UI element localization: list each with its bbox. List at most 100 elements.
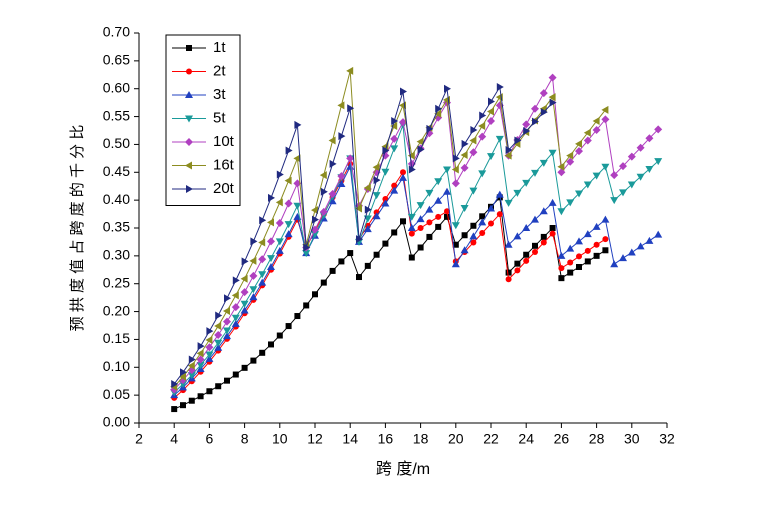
data-point bbox=[356, 235, 363, 244]
data-point bbox=[478, 132, 487, 141]
data-point bbox=[435, 104, 443, 113]
data-point bbox=[197, 342, 205, 351]
data-point bbox=[478, 122, 486, 131]
data-point bbox=[645, 134, 654, 143]
data-point bbox=[302, 250, 311, 258]
data-point bbox=[532, 242, 538, 249]
data-point bbox=[592, 125, 601, 134]
data-point bbox=[329, 267, 336, 274]
data-point bbox=[627, 181, 636, 189]
y-tick-label: 0.45 bbox=[103, 163, 130, 179]
data-point bbox=[557, 168, 566, 177]
data-point bbox=[180, 402, 186, 409]
data-point bbox=[390, 134, 399, 143]
data-point bbox=[566, 244, 575, 252]
data-point bbox=[504, 199, 513, 207]
data-point bbox=[602, 247, 609, 254]
legend-marker bbox=[186, 45, 192, 51]
data-point bbox=[408, 165, 416, 174]
data-point bbox=[328, 197, 337, 205]
data-point bbox=[583, 136, 592, 145]
data-point bbox=[417, 225, 424, 231]
data-point bbox=[566, 151, 574, 160]
data-point bbox=[399, 173, 407, 181]
data-point bbox=[531, 104, 539, 113]
data-point bbox=[240, 306, 249, 314]
data-point bbox=[443, 187, 451, 195]
data-point bbox=[372, 192, 381, 200]
data-point bbox=[372, 212, 381, 220]
data-point bbox=[488, 97, 495, 106]
data-point bbox=[197, 393, 204, 400]
data-point bbox=[479, 213, 486, 220]
data-point bbox=[627, 248, 636, 256]
data-point bbox=[179, 372, 186, 381]
y-tick-label: 0.25 bbox=[103, 274, 130, 290]
data-point bbox=[268, 193, 275, 202]
data-point bbox=[214, 343, 223, 351]
data-point bbox=[539, 207, 548, 215]
legend-label: 16t bbox=[213, 156, 235, 173]
data-point bbox=[557, 208, 566, 216]
data-point bbox=[390, 186, 399, 194]
x-tick-label: 2 bbox=[135, 431, 143, 447]
data-point bbox=[276, 332, 283, 339]
data-point bbox=[514, 260, 521, 267]
data-point bbox=[171, 406, 178, 413]
data-point bbox=[259, 349, 266, 356]
data-point bbox=[275, 218, 284, 227]
data-point bbox=[426, 219, 433, 226]
data-point bbox=[231, 303, 240, 312]
data-point bbox=[293, 202, 302, 210]
legend-label: 5t bbox=[213, 109, 226, 126]
data-point bbox=[205, 343, 214, 352]
data-point bbox=[205, 335, 213, 344]
data-point bbox=[188, 397, 195, 404]
data-point bbox=[258, 271, 267, 279]
data-point bbox=[180, 368, 187, 377]
data-point bbox=[469, 148, 478, 157]
y-tick-label: 0.20 bbox=[103, 302, 130, 318]
data-point bbox=[275, 198, 283, 207]
data-point bbox=[592, 117, 600, 126]
data-point bbox=[285, 146, 293, 155]
data-point bbox=[400, 87, 407, 96]
data-point bbox=[232, 276, 240, 285]
data-point bbox=[444, 213, 450, 220]
data-point bbox=[284, 230, 293, 238]
data-point bbox=[224, 294, 231, 303]
data-point bbox=[250, 237, 258, 246]
data-point bbox=[240, 300, 249, 308]
data-point bbox=[487, 204, 495, 212]
x-axis-label: 跨 度/m bbox=[376, 460, 430, 478]
data-point bbox=[495, 135, 504, 143]
y-tick-label: 0.40 bbox=[103, 191, 130, 207]
data-point bbox=[364, 205, 372, 214]
x-tick-label: 14 bbox=[342, 431, 358, 447]
data-point bbox=[391, 182, 398, 189]
data-point bbox=[399, 118, 407, 127]
legend-marker bbox=[185, 161, 192, 170]
data-point bbox=[223, 332, 231, 340]
legend-label: 1t bbox=[213, 39, 226, 56]
data-point bbox=[539, 89, 548, 98]
data-point bbox=[214, 322, 222, 331]
data-point bbox=[258, 255, 267, 264]
data-point bbox=[610, 171, 619, 180]
y-tick-label: 0.70 bbox=[103, 24, 130, 40]
data-point bbox=[488, 220, 494, 227]
data-point bbox=[645, 236, 654, 244]
data-point bbox=[575, 147, 583, 156]
data-point bbox=[416, 137, 424, 146]
data-point bbox=[311, 206, 318, 215]
y-tick-label: 0.50 bbox=[103, 135, 130, 151]
data-point bbox=[548, 73, 557, 82]
data-point bbox=[372, 163, 380, 172]
data-point bbox=[231, 319, 240, 327]
data-point bbox=[329, 159, 337, 168]
data-point bbox=[592, 222, 601, 230]
data-point bbox=[407, 213, 416, 221]
data-point bbox=[645, 165, 654, 173]
data-point bbox=[487, 117, 495, 126]
